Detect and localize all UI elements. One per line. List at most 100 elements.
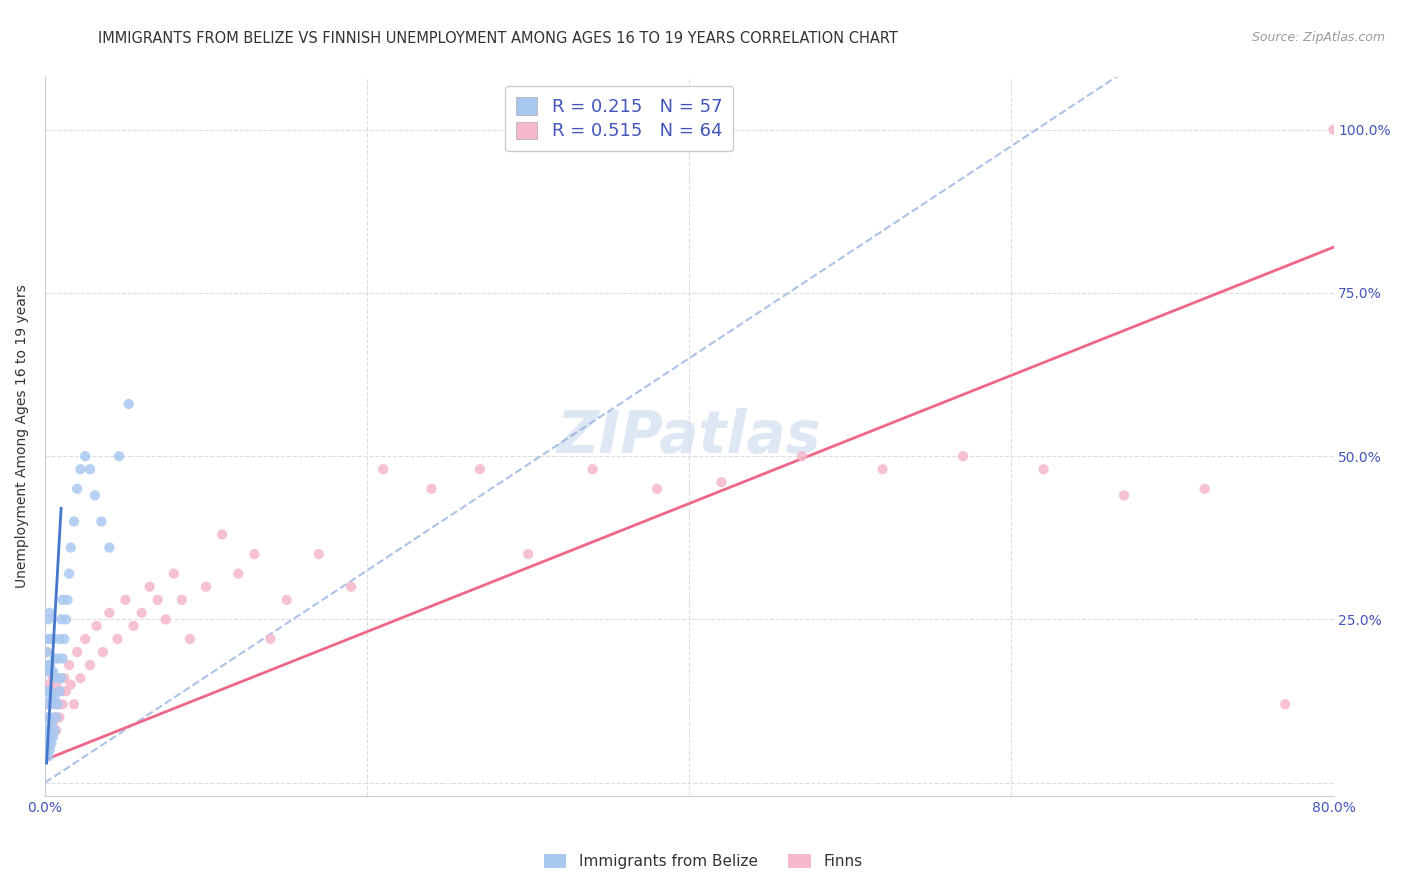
Point bbox=[52, 592, 75, 607]
Point bbox=[38, 710, 60, 724]
Point bbox=[1322, 122, 1344, 136]
Point bbox=[226, 566, 249, 581]
Point bbox=[581, 462, 603, 476]
Point bbox=[79, 658, 101, 673]
Point bbox=[45, 678, 67, 692]
Point bbox=[1114, 488, 1136, 502]
Point bbox=[38, 684, 60, 698]
Point bbox=[44, 723, 66, 738]
Point bbox=[38, 658, 60, 673]
Point bbox=[195, 580, 218, 594]
Point bbox=[46, 651, 69, 665]
Legend: Immigrants from Belize, Finns: Immigrants from Belize, Finns bbox=[537, 847, 869, 875]
Point bbox=[35, 645, 58, 659]
Point bbox=[98, 541, 121, 555]
Point bbox=[66, 482, 89, 496]
Point bbox=[41, 717, 63, 731]
Point bbox=[83, 488, 105, 502]
Point bbox=[38, 730, 60, 744]
Point bbox=[38, 730, 60, 744]
Point bbox=[146, 592, 169, 607]
Point bbox=[107, 632, 129, 646]
Point bbox=[35, 698, 58, 712]
Point bbox=[41, 632, 63, 646]
Point bbox=[114, 592, 136, 607]
Point bbox=[38, 743, 60, 757]
Point bbox=[75, 449, 97, 463]
Point bbox=[1274, 698, 1296, 712]
Point bbox=[163, 566, 186, 581]
Point bbox=[49, 671, 72, 685]
Point bbox=[69, 462, 91, 476]
Point bbox=[138, 580, 160, 594]
Point bbox=[48, 684, 70, 698]
Point bbox=[37, 749, 59, 764]
Point bbox=[170, 592, 193, 607]
Text: Source: ZipAtlas.com: Source: ZipAtlas.com bbox=[1251, 31, 1385, 45]
Point bbox=[44, 710, 66, 724]
Point bbox=[645, 482, 668, 496]
Point bbox=[41, 736, 63, 750]
Point bbox=[48, 632, 70, 646]
Point bbox=[308, 547, 330, 561]
Point bbox=[37, 678, 59, 692]
Point bbox=[340, 580, 363, 594]
Point bbox=[37, 736, 59, 750]
Point bbox=[55, 684, 77, 698]
Point bbox=[468, 462, 491, 476]
Point bbox=[55, 612, 77, 626]
Point bbox=[179, 632, 201, 646]
Point bbox=[42, 698, 65, 712]
Point bbox=[131, 606, 153, 620]
Point bbox=[35, 665, 58, 679]
Point bbox=[45, 710, 67, 724]
Point bbox=[49, 684, 72, 698]
Point bbox=[42, 671, 65, 685]
Y-axis label: Unemployment Among Ages 16 to 19 years: Unemployment Among Ages 16 to 19 years bbox=[15, 285, 30, 589]
Point bbox=[37, 710, 59, 724]
Point bbox=[373, 462, 395, 476]
Point bbox=[37, 658, 59, 673]
Point bbox=[98, 606, 121, 620]
Point bbox=[211, 527, 233, 541]
Legend: R = 0.215   N = 57, R = 0.515   N = 64: R = 0.215 N = 57, R = 0.515 N = 64 bbox=[505, 87, 734, 151]
Point bbox=[37, 612, 59, 626]
Point bbox=[79, 462, 101, 476]
Point bbox=[517, 547, 540, 561]
Point bbox=[35, 743, 58, 757]
Point bbox=[37, 710, 59, 724]
Point bbox=[56, 592, 79, 607]
Point bbox=[75, 632, 97, 646]
Point bbox=[1194, 482, 1216, 496]
Point bbox=[38, 658, 60, 673]
Point bbox=[86, 619, 108, 633]
Point bbox=[108, 449, 131, 463]
Point bbox=[42, 717, 65, 731]
Point bbox=[38, 698, 60, 712]
Point bbox=[48, 710, 70, 724]
Point bbox=[45, 671, 67, 685]
Point bbox=[872, 462, 894, 476]
Point bbox=[37, 736, 59, 750]
Point bbox=[35, 723, 58, 738]
Point bbox=[420, 482, 443, 496]
Point bbox=[243, 547, 266, 561]
Point bbox=[46, 698, 69, 712]
Point bbox=[37, 723, 59, 738]
Point bbox=[44, 651, 66, 665]
Point bbox=[63, 515, 86, 529]
Point bbox=[63, 698, 86, 712]
Point bbox=[52, 698, 75, 712]
Point bbox=[53, 671, 76, 685]
Point bbox=[42, 632, 65, 646]
Point bbox=[44, 690, 66, 705]
Point bbox=[45, 723, 67, 738]
Point bbox=[42, 730, 65, 744]
Point bbox=[790, 449, 813, 463]
Point bbox=[37, 684, 59, 698]
Point bbox=[276, 592, 298, 607]
Point bbox=[42, 665, 65, 679]
Point bbox=[41, 690, 63, 705]
Point bbox=[122, 619, 145, 633]
Point bbox=[59, 541, 82, 555]
